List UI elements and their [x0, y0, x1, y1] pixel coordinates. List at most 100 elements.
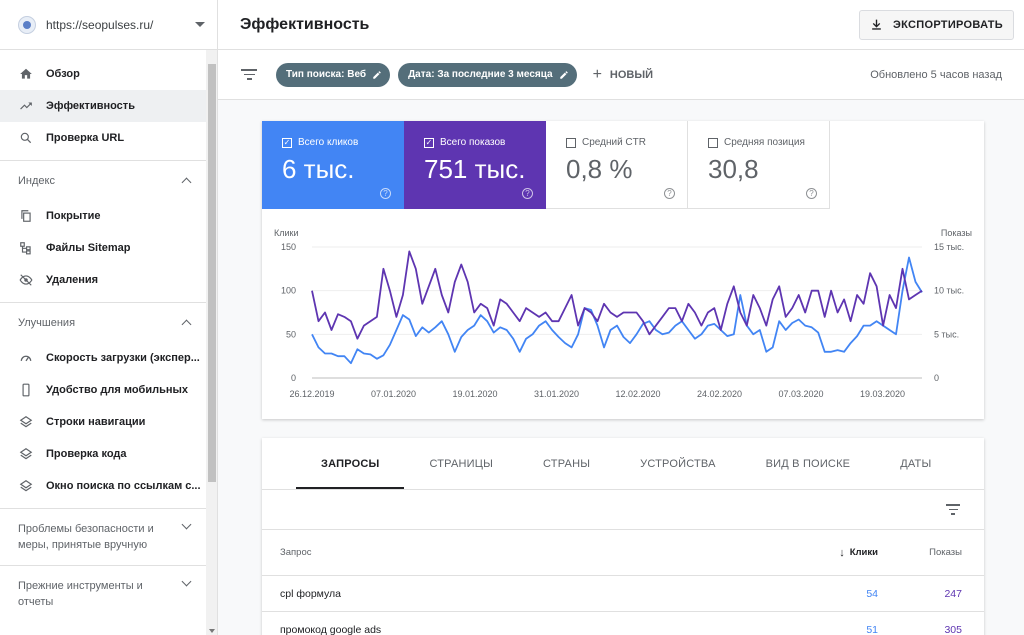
- sidebar-item-label: Эффективность: [46, 100, 135, 112]
- new-filter-button[interactable]: + НОВЫЙ: [593, 66, 653, 84]
- caret-down-icon[interactable]: [195, 22, 205, 27]
- scrollbar-thumb[interactable]: [208, 64, 216, 482]
- sidebar-item-overview[interactable]: Обзор: [0, 58, 206, 90]
- tab-search-appearance[interactable]: ВИД В ПОИСКЕ: [765, 457, 851, 470]
- sidebar-item-mobile-usability[interactable]: Удобство для мобильных: [0, 374, 206, 406]
- metric-average-position[interactable]: Средняя позиция 30,8 ?: [688, 121, 830, 209]
- checkbox-unchecked-icon[interactable]: [566, 137, 576, 148]
- impressions-cell: 247: [944, 587, 962, 600]
- sidebar-item-sitemaps[interactable]: Файлы Sitemap: [0, 232, 206, 264]
- table-filter-row: [262, 490, 984, 530]
- clicks-cell: 54: [866, 587, 878, 600]
- updated-status: Обновлено 5 часов назад: [870, 68, 1002, 81]
- tab-countries[interactable]: СТРАНЫ: [543, 457, 591, 470]
- phone-icon: [18, 382, 34, 398]
- tab-pages[interactable]: СТРАНИЦЫ: [429, 457, 494, 470]
- clicks-cell: 51: [866, 623, 878, 635]
- section-legacy-tools[interactable]: Прежние инструменты и отчеты: [0, 565, 206, 622]
- tab-dates[interactable]: ДАТЫ: [900, 457, 932, 470]
- chevron-up-icon: [181, 177, 192, 188]
- right-tick-label: 0: [934, 373, 939, 383]
- page-header: Эффективность ЭКСПОРТИРОВАТЬ: [218, 0, 1024, 50]
- metric-total-clicks[interactable]: ✓ Всего кликов 6 тыс. ?: [262, 121, 404, 209]
- metric-value: 751 тыс.: [424, 154, 526, 184]
- tab-queries[interactable]: ЗАПРОСЫ: [296, 438, 405, 489]
- export-button[interactable]: ЭКСПОРТИРОВАТЬ: [859, 9, 1014, 40]
- x-tick-label: 12.02.2020: [615, 389, 660, 399]
- x-tick-label: 19.01.2020: [452, 389, 497, 399]
- metric-value: 0,8 %: [566, 154, 633, 184]
- table-row[interactable]: cpl формула 54 247: [262, 576, 984, 612]
- metric-average-ctr[interactable]: Средний CTR 0,8 % ?: [546, 121, 688, 209]
- x-tick-label: 07.01.2020: [371, 389, 416, 399]
- right-tick-label: 10 тыс.: [934, 286, 964, 296]
- x-tick-label: 07.03.2020: [778, 389, 823, 399]
- metric-label: Средний CTR: [582, 137, 646, 148]
- sidebar-item-sitelinks-searchbox[interactable]: Окно поиска по ссылкам с...: [0, 470, 206, 502]
- property-selector[interactable]: https://seopulses.ru/: [0, 0, 217, 50]
- left-axis-title: Клики: [274, 228, 299, 238]
- filter-bar: Тип поиска: Веб Дата: За последние 3 мес…: [218, 50, 1024, 100]
- edit-icon: [373, 70, 381, 79]
- sitemap-icon: [18, 240, 34, 256]
- sidebar-item-label: Удобство для мобильных: [46, 384, 189, 396]
- nav-menu: Обзор Эффективность Проверка URL Индекс …: [0, 58, 206, 622]
- main-content: ✓ Всего кликов 6 тыс. ? ✓ Всего показов 75…: [218, 100, 1024, 635]
- column-header-impressions[interactable]: Показы: [929, 547, 962, 558]
- filter-chip-search-type[interactable]: Тип поиска: Веб: [276, 62, 391, 87]
- site-favicon-icon: [18, 15, 36, 34]
- metric-total-impressions[interactable]: ✓ Всего показов 751 тыс. ?: [404, 121, 546, 209]
- chip-label: Дата: За последние 3 месяца: [408, 69, 553, 80]
- sidebar-item-label: Окно поиска по ссылкам с...: [46, 480, 201, 492]
- metrics-row: ✓ Всего кликов 6 тыс. ? ✓ Всего показов 75…: [262, 121, 984, 209]
- sidebar-scrollbar[interactable]: [206, 50, 217, 635]
- metric-label: Всего кликов: [298, 137, 359, 148]
- sidebar-item-performance[interactable]: Эффективность: [0, 90, 206, 122]
- sidebar-item-label: Файлы Sitemap: [46, 242, 131, 254]
- column-header-clicks[interactable]: ↓ Клики: [808, 547, 878, 559]
- sidebar-item-label: Проверка URL: [46, 132, 125, 144]
- tab-devices[interactable]: УСТРОЙСТВА: [640, 457, 716, 470]
- filter-icon[interactable]: [240, 69, 258, 80]
- query-cell: cpl формула: [280, 587, 341, 600]
- filter-chip-date[interactable]: Дата: За последние 3 месяца: [398, 62, 577, 87]
- x-tick-label: 19.03.2020: [860, 389, 905, 399]
- help-icon[interactable]: ?: [664, 188, 675, 199]
- new-filter-label: НОВЫЙ: [609, 68, 654, 81]
- help-icon[interactable]: ?: [806, 188, 817, 199]
- home-icon: [18, 66, 34, 82]
- sidebar-item-removals[interactable]: Удаления: [0, 264, 206, 296]
- sidebar-item-url-inspection[interactable]: Проверка URL: [0, 122, 206, 154]
- section-security[interactable]: Проблемы безопасности и меры, принятые в…: [0, 508, 206, 565]
- column-label: Клики: [849, 547, 878, 558]
- sidebar-item-breadcrumbs[interactable]: Строки навигации: [0, 406, 206, 438]
- help-icon[interactable]: ?: [380, 188, 391, 199]
- edit-icon: [559, 70, 568, 79]
- table-tabs: ЗАПРОСЫ СТРАНИЦЫ СТРАНЫ УСТРОЙСТВА ВИД В…: [262, 438, 984, 490]
- left-tick-label: 0: [291, 373, 296, 383]
- performance-chart[interactable]: Клики Показы 150 15 тыс. 100 10 тыс. 50 5 тыс. 0…: [262, 221, 984, 419]
- filter-icon[interactable]: [944, 504, 962, 515]
- scroll-down-arrow-icon[interactable]: [209, 629, 215, 633]
- sidebar-item-code-check[interactable]: Проверка кода: [0, 438, 206, 470]
- checkbox-unchecked-icon[interactable]: [708, 137, 718, 148]
- section-enhancements[interactable]: Улучшения: [0, 302, 206, 342]
- property-url: https://seopulses.ru/: [46, 17, 154, 32]
- checkbox-checked-icon[interactable]: ✓: [424, 137, 434, 148]
- right-tick-label: 5 тыс.: [934, 329, 959, 339]
- section-index[interactable]: Индекс: [0, 160, 206, 200]
- checkbox-checked-icon[interactable]: ✓: [282, 137, 292, 148]
- column-header-query[interactable]: Запрос: [280, 547, 312, 558]
- chevron-down-icon: [181, 519, 192, 530]
- layers-icon: [18, 478, 34, 494]
- section-title: Прежние инструменты и отчеты: [18, 580, 143, 608]
- help-icon[interactable]: ?: [522, 188, 533, 199]
- sidebar-item-page-speed[interactable]: Скорость загрузки (экспер...: [0, 342, 206, 374]
- table-row[interactable]: промокод google ads 51 305: [262, 612, 984, 635]
- page-title: Эффективность: [240, 15, 370, 33]
- sidebar-item-label: Покрытие: [46, 210, 101, 222]
- metric-value: 6 тыс.: [282, 154, 355, 184]
- sidebar-item-coverage[interactable]: Покрытие: [0, 200, 206, 232]
- impressions-cell: 305: [944, 623, 962, 635]
- plus-icon: +: [592, 65, 602, 83]
